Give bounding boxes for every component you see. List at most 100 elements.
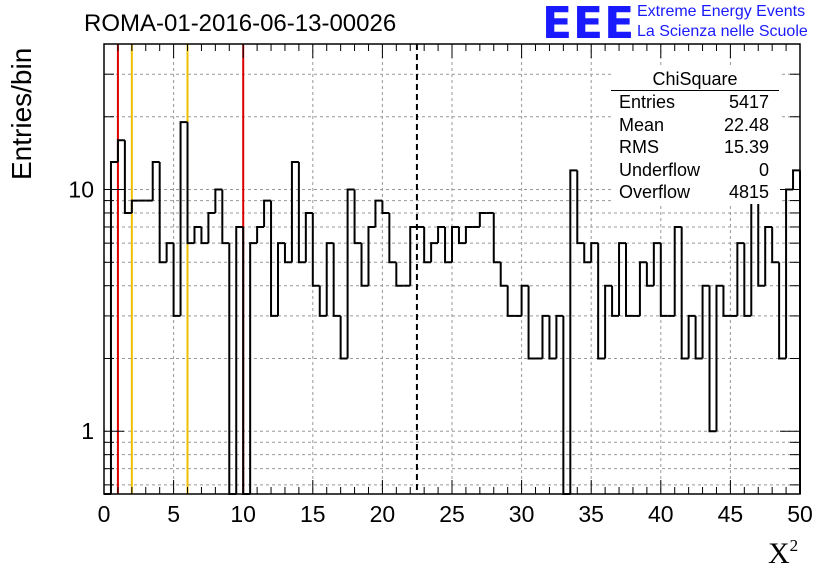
x-tick-label: 5 bbox=[167, 501, 180, 527]
histogram-bin bbox=[618, 242, 626, 316]
histogram-bin bbox=[736, 242, 745, 316]
histogram-bin bbox=[367, 225, 376, 286]
histogram-bin bbox=[527, 285, 536, 360]
y-tick-label: 10 bbox=[68, 177, 94, 203]
histogram-bin bbox=[179, 121, 188, 316]
histogram-bin bbox=[750, 199, 759, 316]
histogram-bin bbox=[409, 225, 418, 286]
stats-value: 0 bbox=[758, 159, 769, 180]
histogram-bin bbox=[701, 284, 710, 359]
x-tick-label: 25 bbox=[439, 501, 465, 527]
x-axis-label-superscript: 2 bbox=[789, 536, 799, 555]
x-tick-label: 30 bbox=[509, 501, 535, 527]
histogram-bin bbox=[395, 262, 404, 287]
histogram-bin bbox=[207, 211, 216, 244]
histogram-bin bbox=[270, 200, 278, 317]
axes-layer bbox=[103, 43, 801, 495]
histogram-bin bbox=[200, 226, 209, 245]
histogram-bin bbox=[325, 242, 334, 316]
histogram-bin bbox=[625, 243, 633, 317]
histogram-bin bbox=[256, 225, 265, 244]
histogram-bin bbox=[360, 243, 369, 287]
histogram-bin bbox=[193, 225, 202, 244]
histogram-bin bbox=[249, 242, 258, 494]
chart-title: ROMA-01-2016-06-13-00026 bbox=[84, 10, 397, 37]
histogram-bin bbox=[311, 212, 320, 287]
x-tick-label: 45 bbox=[718, 501, 744, 527]
histogram-bin bbox=[673, 225, 682, 316]
histogram-bin bbox=[297, 161, 306, 264]
histogram-bin bbox=[764, 225, 773, 286]
grid-layer bbox=[104, 43, 800, 494]
histogram-bin bbox=[792, 169, 800, 190]
histogram-bin bbox=[694, 315, 703, 360]
histogram-bin bbox=[611, 285, 620, 317]
histogram-bin bbox=[172, 243, 181, 317]
histogram-bin bbox=[652, 242, 661, 286]
histogram-bin bbox=[221, 189, 230, 245]
histogram-bin bbox=[304, 211, 313, 263]
histogram-bin bbox=[520, 284, 529, 316]
x-tick-label: 40 bbox=[648, 501, 674, 527]
histogram-bin bbox=[423, 226, 432, 264]
stats-value: 4815 bbox=[728, 182, 769, 203]
eee-logo: EEE bbox=[542, 0, 636, 49]
histogram-bin bbox=[451, 225, 459, 263]
histogram-bin bbox=[444, 226, 452, 264]
x-tick-label: 35 bbox=[578, 501, 604, 527]
histogram-bin bbox=[576, 170, 585, 245]
histogram-bin bbox=[785, 188, 794, 359]
logo-line-1: Extreme Energy Events bbox=[637, 3, 806, 20]
histogram-bin bbox=[604, 284, 613, 359]
stats-row-entries: Entries 5417 bbox=[611, 91, 779, 114]
histogram-bin bbox=[116, 139, 125, 162]
x-axis-label-base: X bbox=[768, 537, 790, 570]
x-axis-label: X2 bbox=[768, 536, 798, 571]
stats-value: 5417 bbox=[728, 92, 769, 112]
histogram-bin bbox=[374, 199, 383, 227]
stats-label: Overflow bbox=[619, 182, 691, 203]
y-tick-label: 1 bbox=[81, 418, 94, 444]
x-tick-label: 50 bbox=[787, 501, 813, 527]
histogram-bin bbox=[541, 314, 550, 359]
histogram-bin bbox=[680, 226, 689, 360]
histogram-bin bbox=[381, 200, 390, 214]
stats-label: Mean bbox=[619, 114, 665, 135]
histogram-bin bbox=[478, 211, 487, 227]
logo-line-2: La Scienza nelle Scuole bbox=[637, 23, 808, 40]
histogram-bin bbox=[228, 243, 237, 495]
histogram-bin bbox=[778, 262, 787, 360]
x-tick-label: 20 bbox=[370, 501, 396, 527]
histogram-bin bbox=[214, 188, 223, 213]
histogram-bin bbox=[464, 225, 473, 244]
histogram-bin bbox=[277, 242, 285, 316]
histogram-bin bbox=[186, 122, 195, 245]
histogram-bin bbox=[597, 243, 606, 360]
histogram-bin bbox=[123, 140, 132, 214]
histogram-bin bbox=[499, 262, 508, 287]
histogram-bin bbox=[722, 285, 731, 317]
histogram-bin bbox=[165, 242, 174, 263]
histogram-bin bbox=[339, 315, 348, 360]
stats-row-underflow: Underflow 0 bbox=[611, 159, 779, 182]
histogram-bin bbox=[771, 226, 780, 264]
histogram-bin bbox=[562, 315, 571, 495]
histogram-bin bbox=[492, 212, 501, 264]
histogram-bin bbox=[457, 226, 466, 245]
histogram-bin bbox=[687, 314, 696, 359]
histogram-bin bbox=[263, 199, 272, 227]
histogram-bin bbox=[506, 285, 515, 317]
histogram-bin bbox=[151, 160, 160, 201]
stats-box-title: ChiSquare bbox=[611, 68, 779, 91]
histogram-bin bbox=[715, 284, 724, 432]
histogram-bin bbox=[437, 225, 446, 244]
stats-row-overflow: Overflow 4815 bbox=[611, 181, 779, 204]
histogram-bin bbox=[346, 188, 355, 359]
x-tick-label: 15 bbox=[300, 501, 326, 527]
x-tick-label: 10 bbox=[230, 501, 256, 527]
tick-labels: 0 5 10 15 20 25 30 35 40 45 50 1 10 bbox=[68, 177, 812, 527]
histogram-bin bbox=[583, 243, 592, 264]
histogram-bin bbox=[590, 242, 599, 263]
histogram-bin bbox=[659, 243, 668, 317]
histogram-bin bbox=[708, 285, 717, 433]
